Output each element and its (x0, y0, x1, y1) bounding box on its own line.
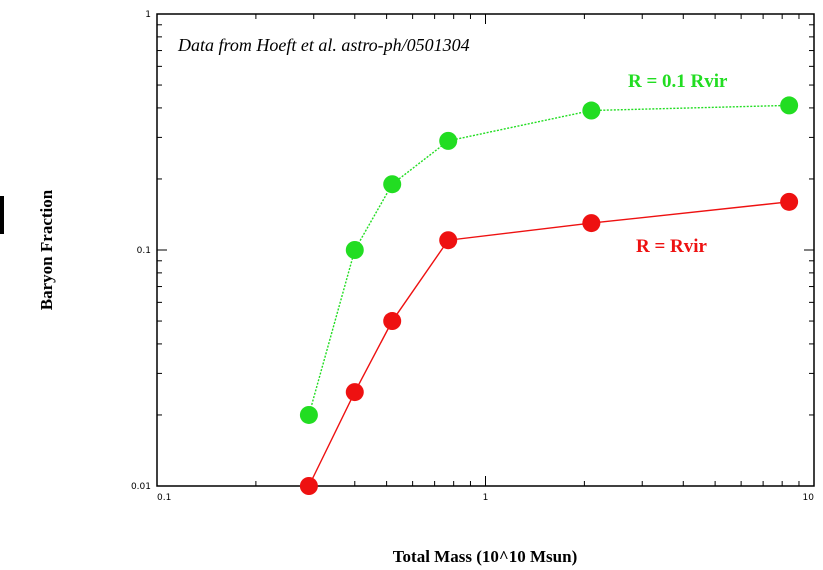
data-source-annotation: Data from Hoeft et al. astro-ph/0501304 (177, 35, 470, 55)
series-line-1 (308, 201, 790, 487)
x-tick-label: 0.1 (157, 493, 171, 503)
series-label-0.1rvir: R = 0.1 Rvir (628, 71, 728, 92)
series-0-point (299, 405, 318, 424)
series-layer (299, 96, 799, 495)
y-tick-label: 0.1 (137, 246, 151, 256)
series-1-point (582, 214, 601, 233)
series-1-point (780, 192, 799, 211)
series-0-point (439, 131, 458, 150)
y-tick-label: 0.01 (131, 482, 151, 492)
y-axis-title: Baryon Fraction (37, 189, 56, 310)
series-1-point (299, 477, 318, 495)
series-0-point (383, 175, 402, 194)
edge-mark (0, 196, 4, 234)
axis-ticks: 0.1 1 10 0.01 0.1 1 (131, 10, 815, 503)
series-0-point (780, 96, 799, 115)
series-1-point (345, 383, 364, 402)
series-label-rvir: R = Rvir (636, 236, 708, 257)
series-0-point (345, 241, 364, 259)
series-1-point (383, 312, 402, 331)
x-axis-title: Total Mass (10^10 Msun) (393, 547, 577, 566)
x-tick-label: 1 (483, 493, 489, 503)
series-0-point (582, 101, 601, 120)
y-tick-label: 1 (145, 10, 151, 20)
series-1-point (439, 231, 458, 250)
x-tick-label: 10 (803, 493, 815, 503)
series-line-0 (308, 104, 790, 416)
